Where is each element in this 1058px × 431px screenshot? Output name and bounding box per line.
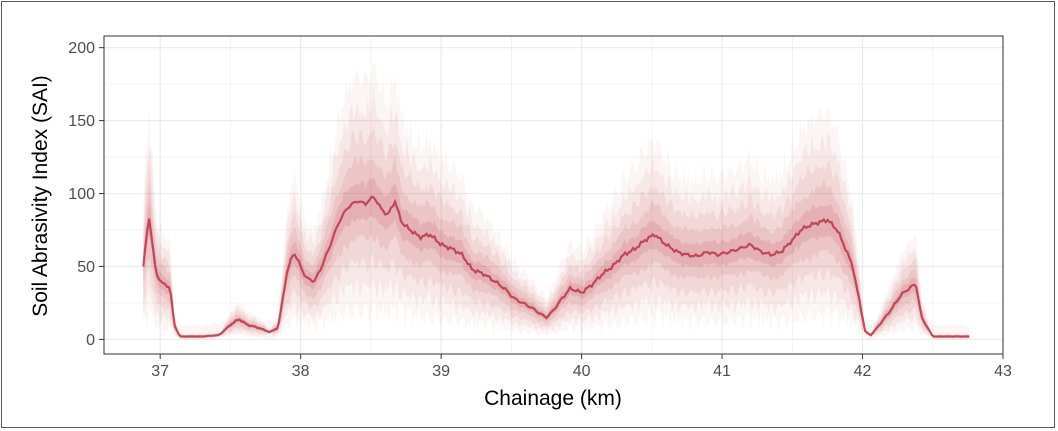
percentile-band-3 xyxy=(143,125,970,339)
x-tick-label: 40 xyxy=(573,363,591,380)
median-series xyxy=(142,195,970,338)
percentile-band-2 xyxy=(143,89,970,340)
x-tick-label: 39 xyxy=(432,363,450,380)
y-tick-label: 100 xyxy=(68,186,95,203)
percentile-bands xyxy=(143,62,970,340)
y-tick-label: 0 xyxy=(86,332,95,349)
x-tick-label: 41 xyxy=(713,363,731,380)
plot-panel-border xyxy=(103,35,1004,355)
percentile-band-1 xyxy=(143,62,970,340)
x-tick-label: 37 xyxy=(151,363,169,380)
x-tick-label: 43 xyxy=(994,363,1012,380)
median-line xyxy=(142,195,970,338)
y-tick-label: 200 xyxy=(68,40,95,57)
axis-ticks: 37 38 39 40 41 42 43 0 50 100 150 200 xyxy=(68,40,1012,380)
x-tick-label: 38 xyxy=(292,363,310,380)
percentile-band-5 xyxy=(143,177,970,338)
percentile-band-4 xyxy=(143,155,970,338)
y-tick-label: 150 xyxy=(68,113,95,130)
y-tick-label: 50 xyxy=(77,259,95,276)
x-tick-label: 42 xyxy=(854,363,872,380)
plot-panel-background xyxy=(104,36,1003,354)
x-axis-title: Chainage (km) xyxy=(484,387,622,410)
y-axis-title: Soil Abrasivity Index (SAI) xyxy=(29,75,52,317)
